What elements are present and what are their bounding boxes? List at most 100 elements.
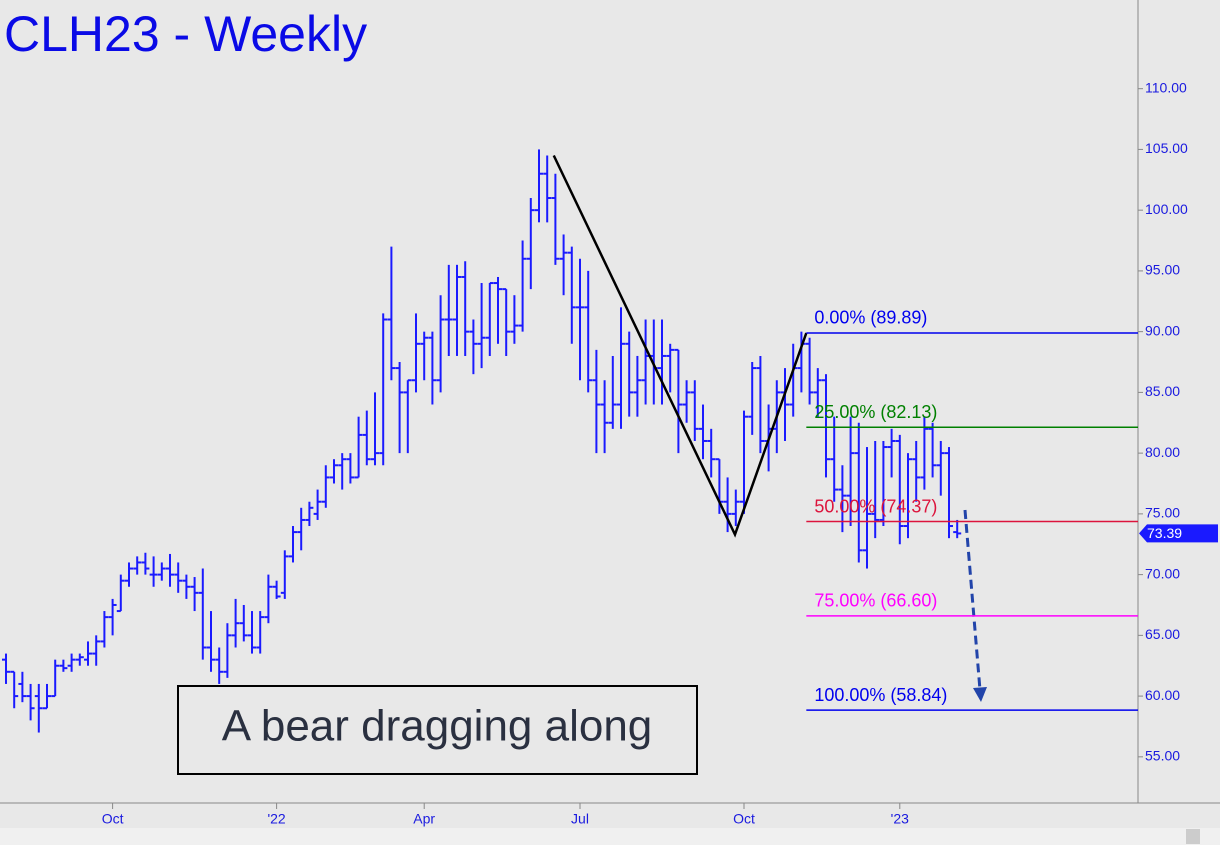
- ohlc-bar: [535, 149, 543, 223]
- ohlc-bar: [674, 348, 683, 454]
- annotation-box: [177, 685, 698, 775]
- ohlc-bar: [453, 264, 461, 356]
- ohlc-bar: [67, 653, 76, 672]
- ohlc-bar: [682, 380, 691, 423]
- y-tick-label: 75.00: [1145, 505, 1180, 521]
- ohlc-bar: [26, 683, 35, 721]
- ohlc-bar: [879, 440, 888, 527]
- ohlc-bar: [338, 453, 347, 490]
- level-label: 75.00% (66.60): [814, 591, 937, 611]
- price-tag: [1139, 524, 1218, 543]
- ohlc-bar: [625, 331, 634, 417]
- ohlc-bar: [34, 683, 43, 733]
- ohlc-bar: [740, 410, 748, 514]
- ohlc-bar: [945, 447, 953, 539]
- ohlc-bar: [543, 155, 552, 223]
- ohlc-bar: [600, 380, 609, 454]
- ohlc-bar: [330, 459, 338, 484]
- ohlc-bar: [231, 598, 240, 648]
- ohlc-bar: [133, 556, 142, 575]
- ohlc-bar: [256, 611, 265, 654]
- ohlc-bar: [84, 641, 92, 666]
- ohlc-bar: [551, 173, 560, 265]
- ohlc-bar: [707, 428, 716, 478]
- y-tick-label: 85.00: [1145, 383, 1180, 399]
- ohlc-bar: [346, 453, 355, 484]
- ohlc-bar: [371, 392, 379, 466]
- x-tick-label: Jul: [571, 811, 589, 827]
- ohlc-bar: [190, 577, 199, 612]
- ohlc-bar: [403, 379, 412, 454]
- ohlc-bar: [748, 362, 757, 435]
- chart-title: CLH23 - Weekly: [4, 6, 367, 62]
- ohlc-bar: [559, 234, 568, 296]
- ohlc-bar: [75, 653, 84, 666]
- level-label: 100.00% (58.84): [814, 685, 947, 705]
- ohlc-bar: [461, 261, 470, 356]
- ohlc-bar: [830, 416, 839, 502]
- y-tick-label: 80.00: [1145, 444, 1180, 460]
- ohlc-bar: [223, 623, 232, 678]
- ohlc-bar: [379, 313, 388, 466]
- ohlc-bar: [863, 447, 871, 569]
- ohlc-bar: [174, 562, 183, 593]
- ohlc-bar: [469, 319, 478, 375]
- ohlc-bar: [666, 343, 675, 393]
- ohlc-bar: [756, 355, 765, 454]
- ohlc-bar: [207, 611, 215, 672]
- level-label: 50.00% (74.37): [814, 496, 937, 516]
- ohlc-bar: [526, 198, 535, 290]
- y-tick-label: 90.00: [1145, 322, 1180, 338]
- ohlc-bar: [239, 604, 248, 642]
- ohlc-bar: [936, 440, 945, 496]
- y-tick-label: 65.00: [1145, 626, 1180, 642]
- ohlc-bar: [592, 349, 601, 454]
- x-tick-label: Apr: [413, 811, 435, 827]
- ohlc-bar: [822, 374, 830, 478]
- ohlc-bar: [141, 552, 150, 575]
- ohlc-bar: [272, 580, 281, 599]
- ohlc-bar: [182, 574, 191, 599]
- ohlc-bar: [608, 355, 617, 429]
- ohlc-bar: [846, 416, 855, 527]
- ohlc-bar: [362, 410, 371, 466]
- ohlc-bar: [428, 331, 437, 405]
- x-tick-label: '22: [267, 811, 285, 827]
- x-tick-label: Oct: [102, 811, 124, 827]
- ohlc-bar: [198, 568, 207, 660]
- scrollbar[interactable]: [0, 828, 1220, 845]
- ohlc-bar: [18, 671, 27, 703]
- ohlc-bar: [59, 659, 68, 672]
- ohlc-bar: [321, 465, 330, 508]
- ohlc-bar: [518, 240, 527, 332]
- ohlc-bar: [2, 653, 10, 684]
- ohlc-bar: [567, 246, 576, 344]
- level-label: 0.00% (89.89): [814, 308, 927, 328]
- zigzag-line: [552, 154, 808, 538]
- price-tag-label: 73.39: [1147, 525, 1182, 541]
- ohlc-bar: [297, 507, 306, 551]
- ohlc-bar: [215, 647, 224, 684]
- ohlc-bar: [108, 598, 117, 636]
- ohlc-bar: [690, 380, 699, 441]
- ohlc-bar: [289, 526, 297, 563]
- x-tick-label: Oct: [733, 811, 755, 827]
- ohlc-bar: [100, 611, 109, 648]
- scroll-thumb[interactable]: [1186, 829, 1200, 844]
- ohlc-bar: [928, 422, 937, 478]
- ohlc-bar: [395, 362, 404, 454]
- ohlc-bar: [510, 295, 519, 344]
- y-tick-label: 70.00: [1145, 565, 1180, 581]
- level-label: 25.00% (82.13): [814, 402, 937, 422]
- ohlc-bar: [166, 553, 174, 587]
- y-tick-label: 105.00: [1145, 140, 1188, 156]
- annotation: A bear dragging along: [222, 702, 653, 751]
- ohlc-bar: [485, 282, 494, 356]
- ohlc-bar: [731, 489, 740, 527]
- y-tick-label: 110.00: [1145, 79, 1187, 95]
- ohlc-bar: [584, 270, 593, 393]
- ohlc-bar: [10, 670, 19, 709]
- ohlc-bar: [887, 428, 896, 478]
- y-tick-label: 60.00: [1145, 687, 1180, 703]
